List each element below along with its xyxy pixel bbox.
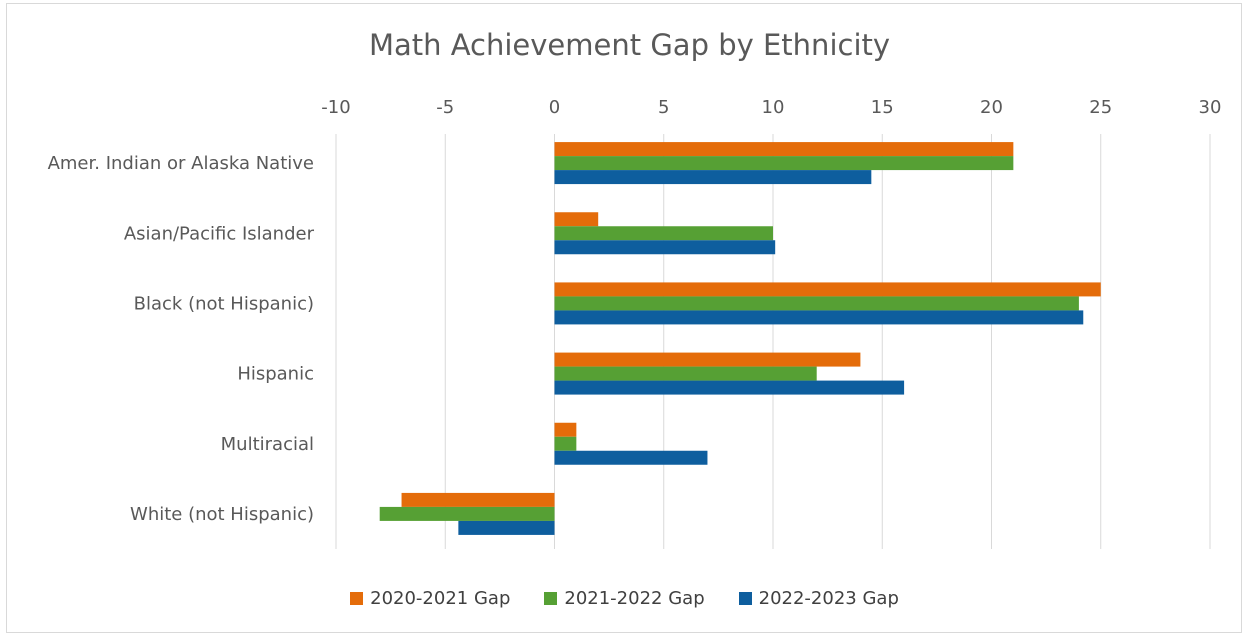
chart-title: Math Achievement Gap by Ethnicity xyxy=(368,28,891,62)
bar xyxy=(554,436,577,451)
x-tick-label: 15 xyxy=(871,97,894,118)
bar xyxy=(379,506,555,521)
bar xyxy=(554,226,773,241)
legend-label: 2020-2021 Gap xyxy=(370,588,511,609)
bar xyxy=(554,310,1084,325)
x-tick-label: 20 xyxy=(980,97,1003,118)
x-tick-label: 10 xyxy=(762,97,785,118)
bar xyxy=(554,422,577,437)
category-label: Black (not Hispanic) xyxy=(134,293,314,314)
category-label: Asian/Pacific Islander xyxy=(124,223,315,244)
legend-swatch xyxy=(544,592,558,605)
bar xyxy=(554,450,708,465)
x-tick-label: -10 xyxy=(321,97,350,118)
legend-item: 2020-2021 Gap xyxy=(350,588,510,609)
legend-item: 2021-2022 Gap xyxy=(544,588,705,609)
bar xyxy=(554,212,599,227)
category-label: White (not Hispanic) xyxy=(130,504,314,525)
x-tick-label: -5 xyxy=(436,97,454,118)
legend-swatch xyxy=(350,592,364,605)
legend-label: 2022-2023 Gap xyxy=(758,588,899,609)
bar xyxy=(554,282,1101,297)
x-tick-label: 0 xyxy=(549,97,560,118)
bar xyxy=(554,296,1079,311)
x-tick-label: 5 xyxy=(658,97,669,118)
x-tick-label: 30 xyxy=(1199,97,1222,118)
bar xyxy=(554,380,905,395)
legend-item: 2022-2023 Gap xyxy=(738,588,899,609)
bar xyxy=(554,366,817,381)
bar xyxy=(554,156,1014,171)
bar xyxy=(554,170,872,185)
chart-legend: 2020-2021 Gap 2021-2022 Gap 2022-2023 Gap xyxy=(0,588,1249,609)
legend-swatch xyxy=(738,592,752,605)
legend-label: 2021-2022 Gap xyxy=(564,588,705,609)
bar xyxy=(554,142,1014,157)
bar xyxy=(554,240,776,255)
x-tick-label: 25 xyxy=(1089,97,1112,118)
category-label: Multiracial xyxy=(221,434,314,455)
category-label: Hispanic xyxy=(237,364,314,385)
bar xyxy=(554,352,861,367)
bar xyxy=(401,492,555,507)
bar xyxy=(458,520,555,535)
category-label: Amer. Indian or Alaska Native xyxy=(48,153,314,174)
